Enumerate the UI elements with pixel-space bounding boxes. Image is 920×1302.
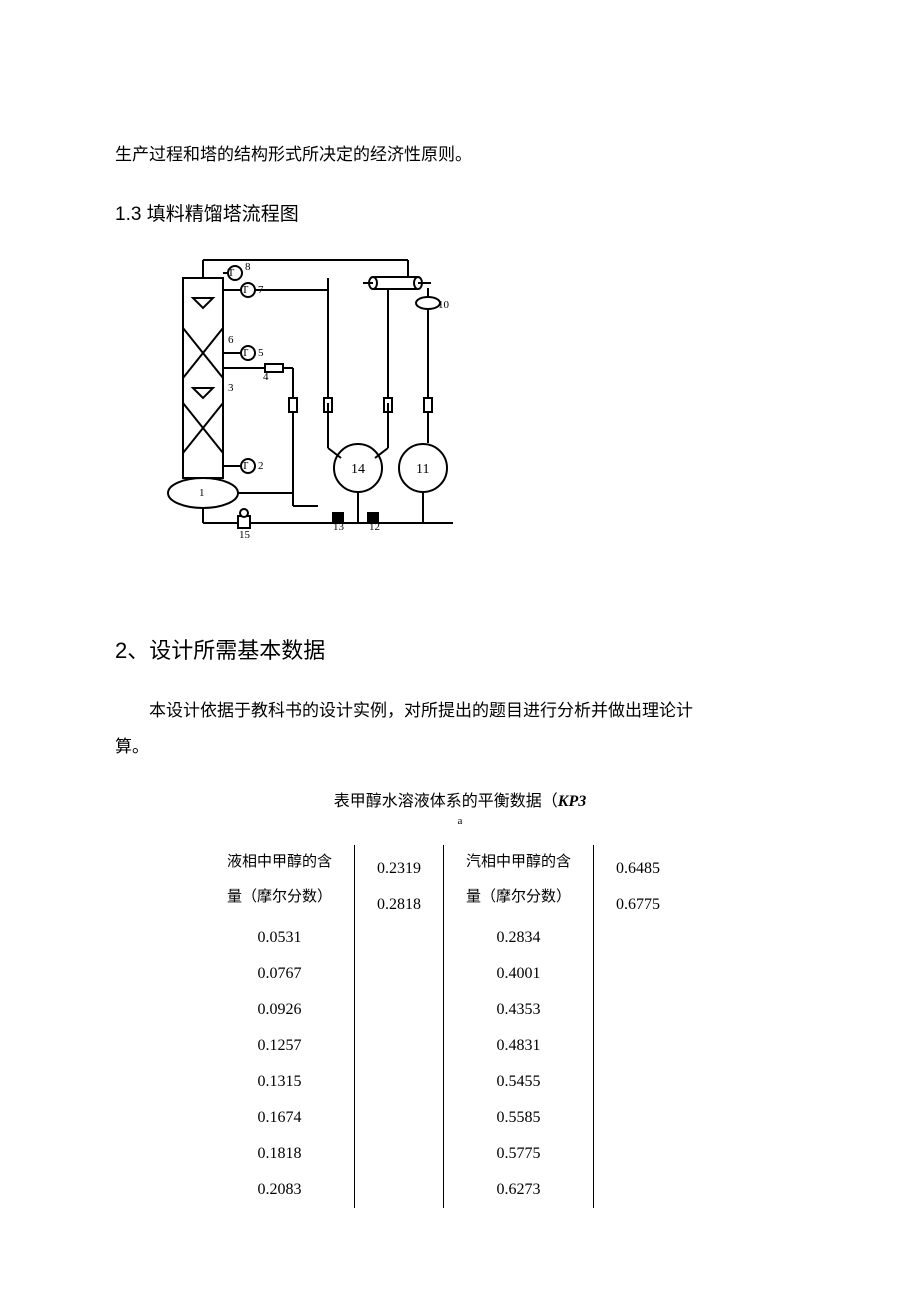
col1-header-line2: 量（摩尔分数）	[227, 880, 332, 915]
col1-values: 0.0531 0.0767 0.0926 0.1257 0.1315 0.167…	[227, 920, 332, 1208]
svg-text:15: 15	[239, 529, 251, 541]
svg-text:1: 1	[199, 487, 205, 499]
table-col-4: 0.6485 0.6775	[594, 845, 682, 1208]
table-caption-prefix: 表甲醇水溶液体系的平衡数据（	[334, 793, 558, 810]
body-paragraph-2: 算。	[115, 731, 805, 763]
table-col-2: 0.2319 0.2818	[355, 845, 444, 1208]
svg-text:5: 5	[258, 347, 264, 359]
svg-text:3: 3	[228, 382, 234, 394]
svg-text:6: 6	[228, 334, 234, 346]
table-col-1: 液相中甲醇的含 量（摩尔分数） 0.0531 0.0767 0.0926 0.1…	[205, 845, 355, 1208]
equilibrium-data-table: 液相中甲醇的含 量（摩尔分数） 0.0531 0.0767 0.0926 0.1…	[205, 845, 805, 1208]
table-caption-sub: a	[115, 815, 805, 827]
svg-text:T: T	[242, 460, 249, 472]
svg-text:T: T	[242, 347, 249, 359]
intro-paragraph: 生产过程和塔的结构形式所决定的经济性原则。	[115, 140, 805, 171]
table-caption-italic: KP3	[558, 793, 586, 810]
section-1-3-heading: 1.3 填料精馏塔流程图	[115, 199, 805, 226]
svg-text:11: 11	[416, 462, 429, 477]
col3-header-line2: 量（摩尔分数）	[466, 880, 571, 915]
svg-text:4: 4	[263, 371, 269, 383]
svg-text:10: 10	[438, 299, 450, 311]
svg-text:8: 8	[245, 261, 251, 273]
table-col-3: 汽相中甲醇的含 量（摩尔分数） 0.2834 0.4001 0.4353 0.4…	[444, 845, 594, 1208]
svg-text:2: 2	[258, 460, 264, 472]
col3-header-line1: 汽相中甲醇的含	[466, 845, 571, 880]
svg-text:12: 12	[369, 521, 380, 533]
col3-values: 0.2834 0.4001 0.4353 0.4831 0.5455 0.558…	[466, 920, 571, 1208]
flowchart-diagram: T T T T 8 7 6 5 4 3 2 1 10 11 12 13 14 1…	[163, 248, 805, 543]
svg-text:7: 7	[258, 284, 264, 296]
svg-text:T: T	[242, 284, 249, 296]
svg-text:14: 14	[351, 462, 365, 477]
table-caption: 表甲醇水溶液体系的平衡数据（KP3	[115, 787, 805, 811]
svg-text:13: 13	[333, 521, 345, 533]
col1-header-line1: 液相中甲醇的含	[227, 845, 332, 880]
section-2-heading: 2、设计所需基本数据	[115, 633, 805, 665]
svg-text:T: T	[228, 267, 235, 279]
body-paragraph-1: 本设计依据于教科书的设计实例，对所提出的题目进行分析并做出理论计	[115, 695, 805, 727]
